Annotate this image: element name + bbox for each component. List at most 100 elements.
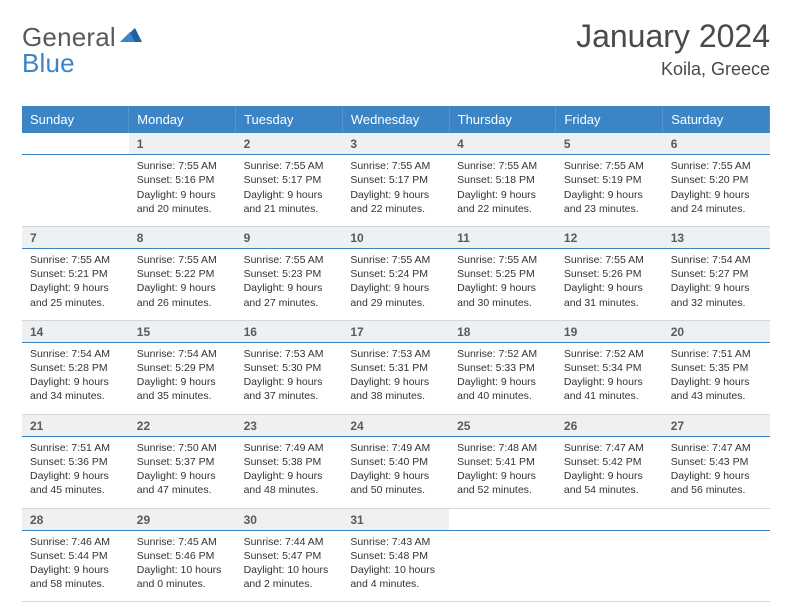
day-number-cell: 22 <box>129 414 236 436</box>
day-detail-cell: Sunrise: 7:53 AMSunset: 5:30 PMDaylight:… <box>236 342 343 414</box>
day-detail-line: Sunrise: 7:53 AM <box>350 347 441 361</box>
day-detail-line: Daylight: 9 hours and 27 minutes. <box>244 281 335 309</box>
day-number-cell: 19 <box>556 320 663 342</box>
day-detail-line: Sunset: 5:19 PM <box>564 173 655 187</box>
day-detail-line: Sunset: 5:16 PM <box>137 173 228 187</box>
day-detail-line: Sunrise: 7:55 AM <box>137 159 228 173</box>
day-number-cell: 4 <box>449 133 556 155</box>
day-number-cell: 20 <box>663 320 770 342</box>
day-detail-line: Daylight: 9 hours and 35 minutes. <box>137 375 228 403</box>
day-detail-line: Sunset: 5:18 PM <box>457 173 548 187</box>
day-detail-cell: Sunrise: 7:47 AMSunset: 5:43 PMDaylight:… <box>663 436 770 508</box>
location-label: Koila, Greece <box>576 59 770 80</box>
day-detail-line: Sunrise: 7:54 AM <box>30 347 121 361</box>
day-detail-line: Daylight: 10 hours and 0 minutes. <box>137 563 228 591</box>
day-detail-line: Daylight: 9 hours and 41 minutes. <box>564 375 655 403</box>
day-detail-cell: Sunrise: 7:54 AMSunset: 5:29 PMDaylight:… <box>129 342 236 414</box>
day-detail-line: Daylight: 9 hours and 32 minutes. <box>671 281 762 309</box>
day-detail-line: Sunrise: 7:45 AM <box>137 535 228 549</box>
weekday-header: Monday <box>129 106 236 133</box>
day-detail-line: Sunrise: 7:51 AM <box>671 347 762 361</box>
day-detail-line: Sunrise: 7:46 AM <box>30 535 121 549</box>
day-detail-line: Daylight: 9 hours and 56 minutes. <box>671 469 762 497</box>
day-detail-cell: Sunrise: 7:44 AMSunset: 5:47 PMDaylight:… <box>236 530 343 602</box>
weekday-header: Tuesday <box>236 106 343 133</box>
day-detail-cell: Sunrise: 7:55 AMSunset: 5:20 PMDaylight:… <box>663 155 770 227</box>
day-detail-line: Sunset: 5:34 PM <box>564 361 655 375</box>
day-detail-cell <box>22 155 129 227</box>
day-detail-cell: Sunrise: 7:51 AMSunset: 5:36 PMDaylight:… <box>22 436 129 508</box>
day-detail-line: Sunset: 5:17 PM <box>350 173 441 187</box>
day-detail-line: Sunset: 5:46 PM <box>137 549 228 563</box>
day-detail-line: Daylight: 9 hours and 45 minutes. <box>30 469 121 497</box>
day-detail-line: Daylight: 9 hours and 37 minutes. <box>244 375 335 403</box>
day-number-cell: 12 <box>556 226 663 248</box>
day-detail-line: Sunrise: 7:55 AM <box>244 159 335 173</box>
day-number-cell: 29 <box>129 508 236 530</box>
day-detail-line: Sunset: 5:31 PM <box>350 361 441 375</box>
day-number-row: 21222324252627 <box>22 414 770 436</box>
day-number-cell: 14 <box>22 320 129 342</box>
day-detail-line: Sunset: 5:22 PM <box>137 267 228 281</box>
day-detail-cell: Sunrise: 7:48 AMSunset: 5:41 PMDaylight:… <box>449 436 556 508</box>
calendar-table: Sunday Monday Tuesday Wednesday Thursday… <box>22 106 770 602</box>
day-detail-cell: Sunrise: 7:45 AMSunset: 5:46 PMDaylight:… <box>129 530 236 602</box>
day-detail-line: Daylight: 9 hours and 38 minutes. <box>350 375 441 403</box>
day-detail-line: Sunrise: 7:43 AM <box>350 535 441 549</box>
day-detail-line: Sunset: 5:17 PM <box>244 173 335 187</box>
day-detail-cell: Sunrise: 7:55 AMSunset: 5:25 PMDaylight:… <box>449 249 556 321</box>
day-detail-line: Sunrise: 7:53 AM <box>244 347 335 361</box>
day-number-cell: 13 <box>663 226 770 248</box>
day-detail-line: Daylight: 9 hours and 48 minutes. <box>244 469 335 497</box>
day-detail-line: Sunrise: 7:55 AM <box>30 253 121 267</box>
day-number-cell <box>556 508 663 530</box>
day-detail-line: Sunset: 5:29 PM <box>137 361 228 375</box>
day-number-cell: 17 <box>342 320 449 342</box>
day-detail-line: Sunset: 5:33 PM <box>457 361 548 375</box>
day-detail-line: Sunrise: 7:55 AM <box>457 159 548 173</box>
day-detail-row: Sunrise: 7:51 AMSunset: 5:36 PMDaylight:… <box>22 436 770 508</box>
day-number-cell: 7 <box>22 226 129 248</box>
day-detail-cell: Sunrise: 7:55 AMSunset: 5:23 PMDaylight:… <box>236 249 343 321</box>
day-number-cell: 18 <box>449 320 556 342</box>
weekday-header: Saturday <box>663 106 770 133</box>
day-number-cell: 3 <box>342 133 449 155</box>
day-number-cell: 9 <box>236 226 343 248</box>
day-detail-cell: Sunrise: 7:55 AMSunset: 5:16 PMDaylight:… <box>129 155 236 227</box>
day-detail-cell: Sunrise: 7:55 AMSunset: 5:22 PMDaylight:… <box>129 249 236 321</box>
day-number-cell: 6 <box>663 133 770 155</box>
day-detail-line: Daylight: 9 hours and 54 minutes. <box>564 469 655 497</box>
day-detail-line: Daylight: 9 hours and 25 minutes. <box>30 281 121 309</box>
day-detail-line: Sunrise: 7:55 AM <box>671 159 762 173</box>
day-detail-row: Sunrise: 7:55 AMSunset: 5:16 PMDaylight:… <box>22 155 770 227</box>
day-detail-cell: Sunrise: 7:43 AMSunset: 5:48 PMDaylight:… <box>342 530 449 602</box>
day-detail-line: Sunrise: 7:51 AM <box>30 441 121 455</box>
day-detail-line: Daylight: 9 hours and 21 minutes. <box>244 188 335 216</box>
day-detail-line: Sunset: 5:27 PM <box>671 267 762 281</box>
day-detail-line: Daylight: 9 hours and 50 minutes. <box>350 469 441 497</box>
day-detail-line: Sunset: 5:41 PM <box>457 455 548 469</box>
day-detail-line: Sunrise: 7:52 AM <box>564 347 655 361</box>
day-detail-line: Sunset: 5:25 PM <box>457 267 548 281</box>
day-number-cell <box>663 508 770 530</box>
day-detail-line: Sunset: 5:30 PM <box>244 361 335 375</box>
month-title: January 2024 <box>576 18 770 55</box>
day-number-cell <box>22 133 129 155</box>
day-detail-cell: Sunrise: 7:55 AMSunset: 5:19 PMDaylight:… <box>556 155 663 227</box>
day-detail-line: Sunset: 5:35 PM <box>671 361 762 375</box>
day-number-cell: 31 <box>342 508 449 530</box>
day-detail-line: Sunrise: 7:55 AM <box>137 253 228 267</box>
day-detail-line: Sunrise: 7:49 AM <box>350 441 441 455</box>
weekday-header-row: Sunday Monday Tuesday Wednesday Thursday… <box>22 106 770 133</box>
day-detail-line: Sunset: 5:47 PM <box>244 549 335 563</box>
day-number-row: 28293031 <box>22 508 770 530</box>
day-detail-cell: Sunrise: 7:55 AMSunset: 5:18 PMDaylight:… <box>449 155 556 227</box>
day-number-cell: 28 <box>22 508 129 530</box>
day-detail-line: Sunrise: 7:55 AM <box>244 253 335 267</box>
day-detail-line: Sunset: 5:43 PM <box>671 455 762 469</box>
day-detail-cell: Sunrise: 7:53 AMSunset: 5:31 PMDaylight:… <box>342 342 449 414</box>
day-number-cell: 2 <box>236 133 343 155</box>
day-detail-cell: Sunrise: 7:55 AMSunset: 5:21 PMDaylight:… <box>22 249 129 321</box>
day-number-cell: 10 <box>342 226 449 248</box>
day-detail-line: Sunset: 5:38 PM <box>244 455 335 469</box>
